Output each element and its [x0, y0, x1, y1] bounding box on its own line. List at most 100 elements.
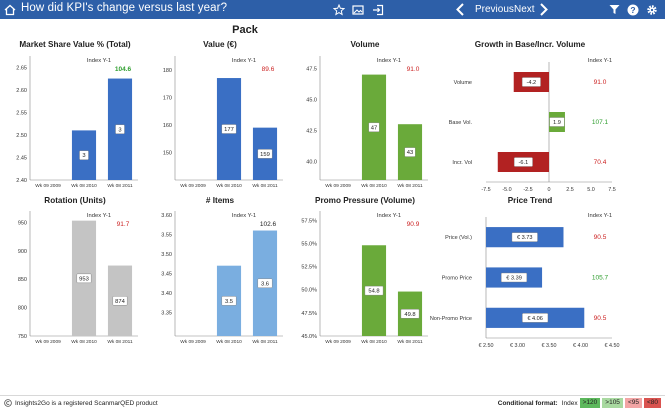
format-chip: >120	[579, 398, 601, 408]
data-label: 3	[118, 127, 121, 133]
settings-gear-icon[interactable]	[646, 2, 658, 17]
category-label: Incr. Vol	[452, 160, 472, 166]
data-label: 159	[260, 152, 270, 158]
data-label-box	[501, 272, 528, 283]
section-title: Pack	[232, 24, 258, 36]
y-tick-label: 800	[18, 306, 27, 312]
x-tick-label: -5.0	[502, 187, 511, 193]
next-button[interactable]: Next	[514, 4, 535, 15]
x-tick-label: Wk 08 2011	[107, 183, 133, 189]
data-label-box	[368, 122, 380, 133]
y-tick-label: 3.40	[161, 291, 172, 297]
chart-title: # Items	[205, 196, 235, 205]
x-tick-label: Wk 08 2011	[397, 339, 423, 345]
chart-title: Value (€)	[203, 40, 237, 49]
previous-button[interactable]: Previous	[475, 4, 514, 15]
x-tick-label: € 4.50	[605, 343, 620, 349]
x-tick-label: Wk 08 2011	[252, 183, 278, 189]
index-label: Index Y-1	[232, 58, 256, 64]
category-label: Volume	[454, 80, 472, 86]
data-label-box	[549, 117, 565, 127]
x-tick-label: Wk 09 2009	[180, 339, 206, 345]
y-tick-label: 2.50	[16, 133, 27, 139]
format-index-word: Index	[561, 399, 578, 407]
format-chip: <95	[624, 398, 642, 408]
conditional-format-legend: Conditional format: Index >120 >105 <95 …	[498, 398, 661, 408]
data-label: 49.8	[404, 312, 415, 318]
data-label-box	[513, 157, 533, 167]
footer: Insights2Go is a registered ScanmarQED p…	[0, 395, 665, 410]
y-tick-label: 900	[18, 249, 27, 255]
x-tick-label: Wk 09 2009	[35, 183, 61, 189]
data-label: 43	[407, 150, 413, 156]
y-tick-label: 850	[18, 277, 27, 283]
page-title: How did KPI's change versus last year?	[21, 2, 228, 14]
previous-arrow-icon[interactable]	[455, 2, 465, 17]
y-tick-label: 180	[163, 68, 172, 74]
y-tick-label: 55.0%	[301, 241, 317, 247]
header-bar: How did KPI's change versus last year? P…	[0, 0, 665, 19]
exit-icon[interactable]	[372, 2, 384, 17]
index-label: Index Y-1	[232, 213, 256, 219]
data-label-box	[257, 278, 273, 288]
y-tick-label: 50.0%	[301, 288, 317, 294]
y-tick-label: 750	[18, 334, 27, 340]
data-label: -6.1	[519, 160, 529, 166]
index-value: 102.6	[260, 221, 277, 228]
promo-pressure-chart: 45.0% 47.5% 50.0% 52.5% 55.0% 57.5% Index Y-1 9…	[301, 211, 428, 345]
x-tick-label: Wk 09 2009	[180, 183, 206, 189]
y-tick-label: 47.5	[306, 66, 317, 72]
y-tick-label: 170	[163, 95, 172, 101]
x-tick-label: -2.5	[523, 187, 532, 193]
help-icon[interactable]: ?	[627, 2, 639, 17]
x-tick-label: Wk 09 2009	[325, 339, 351, 345]
x-tick-label: Wk 08 2010	[71, 183, 97, 189]
index-label: Index Y-1	[87, 58, 111, 64]
data-label-box	[521, 77, 541, 87]
data-label-box	[112, 296, 128, 306]
data-label: 3.6	[261, 281, 269, 287]
y-tick-label: 950	[18, 220, 27, 226]
home-icon[interactable]	[4, 2, 16, 17]
index-value: 90.5	[594, 234, 607, 241]
chart-title: Volume	[350, 40, 380, 49]
x-tick-label: € 4.00	[573, 343, 588, 349]
data-label: € 4.06	[527, 316, 543, 322]
x-tick-label: Wk 08 2010	[71, 339, 97, 345]
x-tick-label: Wk 08 2010	[216, 339, 242, 345]
image-export-icon[interactable]	[352, 2, 364, 17]
data-label-box	[511, 232, 538, 242]
data-label: 3.5	[225, 299, 233, 305]
data-label: € 3.73	[517, 235, 533, 241]
format-chip: >105	[602, 398, 623, 408]
filter-icon[interactable]	[609, 2, 620, 17]
svg-text:?: ?	[630, 5, 635, 15]
y-tick-label: 40.0	[306, 159, 317, 165]
index-label: Index Y-1	[588, 213, 612, 219]
data-label: 1.9	[553, 120, 561, 126]
category-label: Base Vol.	[449, 120, 473, 126]
x-tick-label: Wk 08 2011	[252, 339, 278, 345]
y-tick-label: 3.45	[161, 272, 172, 278]
x-tick-label: Wk 08 2010	[216, 183, 242, 189]
copyright-icon	[4, 399, 12, 407]
y-tick-label: 160	[163, 123, 172, 129]
copyright-text: Insights2Go is a registered ScanmarQED p…	[15, 399, 158, 407]
chart-title: Price Trend	[507, 196, 553, 205]
x-tick-label: Wk 09 2009	[35, 339, 61, 345]
x-tick-label: Wk 08 2011	[107, 339, 133, 345]
y-tick-label: 45.0	[306, 97, 317, 103]
x-tick-label: -7.5	[481, 187, 490, 193]
chart-title: Promo Pressure (Volume)	[315, 196, 415, 205]
index-value: 70.4	[594, 159, 607, 166]
data-label-box	[400, 309, 420, 319]
favorite-star-icon[interactable]	[333, 2, 345, 17]
y-tick-label: 45.0%	[301, 334, 317, 340]
index-value: 105.7	[592, 275, 609, 282]
items-chart: 3.35 3.40 3.45 3.50 3.55 3.60 Index Y-1 102.6 Wk…	[161, 211, 283, 345]
next-arrow-icon[interactable]	[539, 2, 549, 17]
data-label-box	[76, 273, 92, 284]
y-tick-label: 2.45	[16, 155, 27, 161]
index-value: 104.6	[115, 66, 132, 73]
